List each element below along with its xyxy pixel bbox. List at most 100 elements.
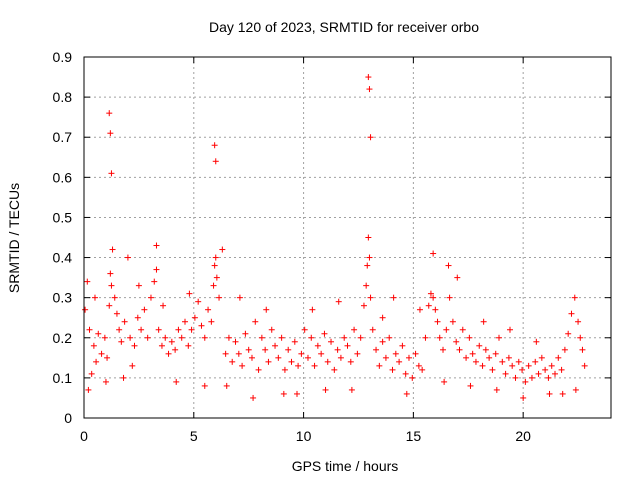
y-tick-label: 0 [64,410,72,426]
data-point [219,246,226,253]
data-point [258,334,265,341]
data-point [466,334,473,341]
data-point [425,302,432,309]
data-point [519,366,526,373]
data-point [382,354,389,361]
data-point [506,326,513,333]
data-point [208,318,215,325]
data-point [211,262,218,269]
data-point [568,310,575,317]
data-point [532,358,539,365]
data-point [265,358,272,365]
data-point [116,326,123,333]
data-point [434,318,441,325]
data-point [291,338,298,345]
data-point [82,306,89,313]
data-point [165,350,172,357]
data-point [98,350,105,357]
data-point [337,354,344,361]
data-point [121,318,128,325]
grid-lines [84,57,611,418]
data-point [109,246,116,253]
data-point [255,366,262,373]
data-point [373,346,380,353]
data-point [151,278,158,285]
data-point [363,282,370,289]
data-point [162,334,169,341]
data-point [334,346,341,353]
data-point [379,338,386,345]
data-point [546,390,553,397]
data-point [90,342,97,349]
data-point [242,330,249,337]
data-point [538,354,545,361]
data-point [191,314,198,321]
data-point [533,338,540,345]
data-point [198,322,205,329]
data-point [84,278,91,285]
data-point [85,386,92,393]
data-point [555,354,562,361]
data-point [502,370,509,377]
data-point [135,282,142,289]
data-point [480,318,487,325]
data-point [108,170,115,177]
data-point [505,354,512,361]
data-point [392,350,399,357]
data-point [245,346,252,353]
data-point [278,334,285,341]
data-point [440,346,447,353]
data-point [118,338,125,345]
data-point [201,382,208,389]
data-point [172,346,179,353]
data-point [559,390,566,397]
data-point [367,294,374,301]
data-point [322,386,329,393]
data-point [120,374,127,381]
data-point [223,382,230,389]
data-point [232,338,239,345]
data-point [212,158,219,165]
data-point [268,326,275,333]
data-point [108,282,115,289]
data-point [210,282,217,289]
data-point [376,362,383,369]
data-point [129,362,136,369]
data-point [144,334,151,341]
data-point [153,266,160,273]
data-point [229,358,236,365]
data-point [365,74,372,81]
data-point [201,334,208,341]
data-point [366,86,373,93]
data-point [579,346,586,353]
x-axis-label: GPS time / hours [292,458,399,474]
data-point [512,374,519,381]
data-point [301,326,308,333]
data-point [175,326,182,333]
data-point [141,306,148,313]
data-point [222,350,229,357]
data-point [205,306,212,313]
data-point [535,370,542,377]
y-tick-label: 0.3 [53,290,73,306]
data-point [288,358,295,365]
data-point [134,314,141,321]
data-point [281,366,288,373]
y-tick-label: 0.6 [53,169,73,185]
data-point [95,330,102,337]
data-point [399,342,406,349]
data-point [235,350,242,357]
chart-title: Day 120 of 2023, SRMTID for receiver orb… [209,19,479,35]
data-point [272,342,279,349]
data-point [225,334,232,341]
data-point [386,334,393,341]
y-tick-label: 0.2 [53,330,73,346]
data-point [347,358,354,365]
data-point [285,346,292,353]
data-point [295,362,302,369]
data-point [153,242,160,249]
data-point [558,366,565,373]
data-point [545,374,552,381]
